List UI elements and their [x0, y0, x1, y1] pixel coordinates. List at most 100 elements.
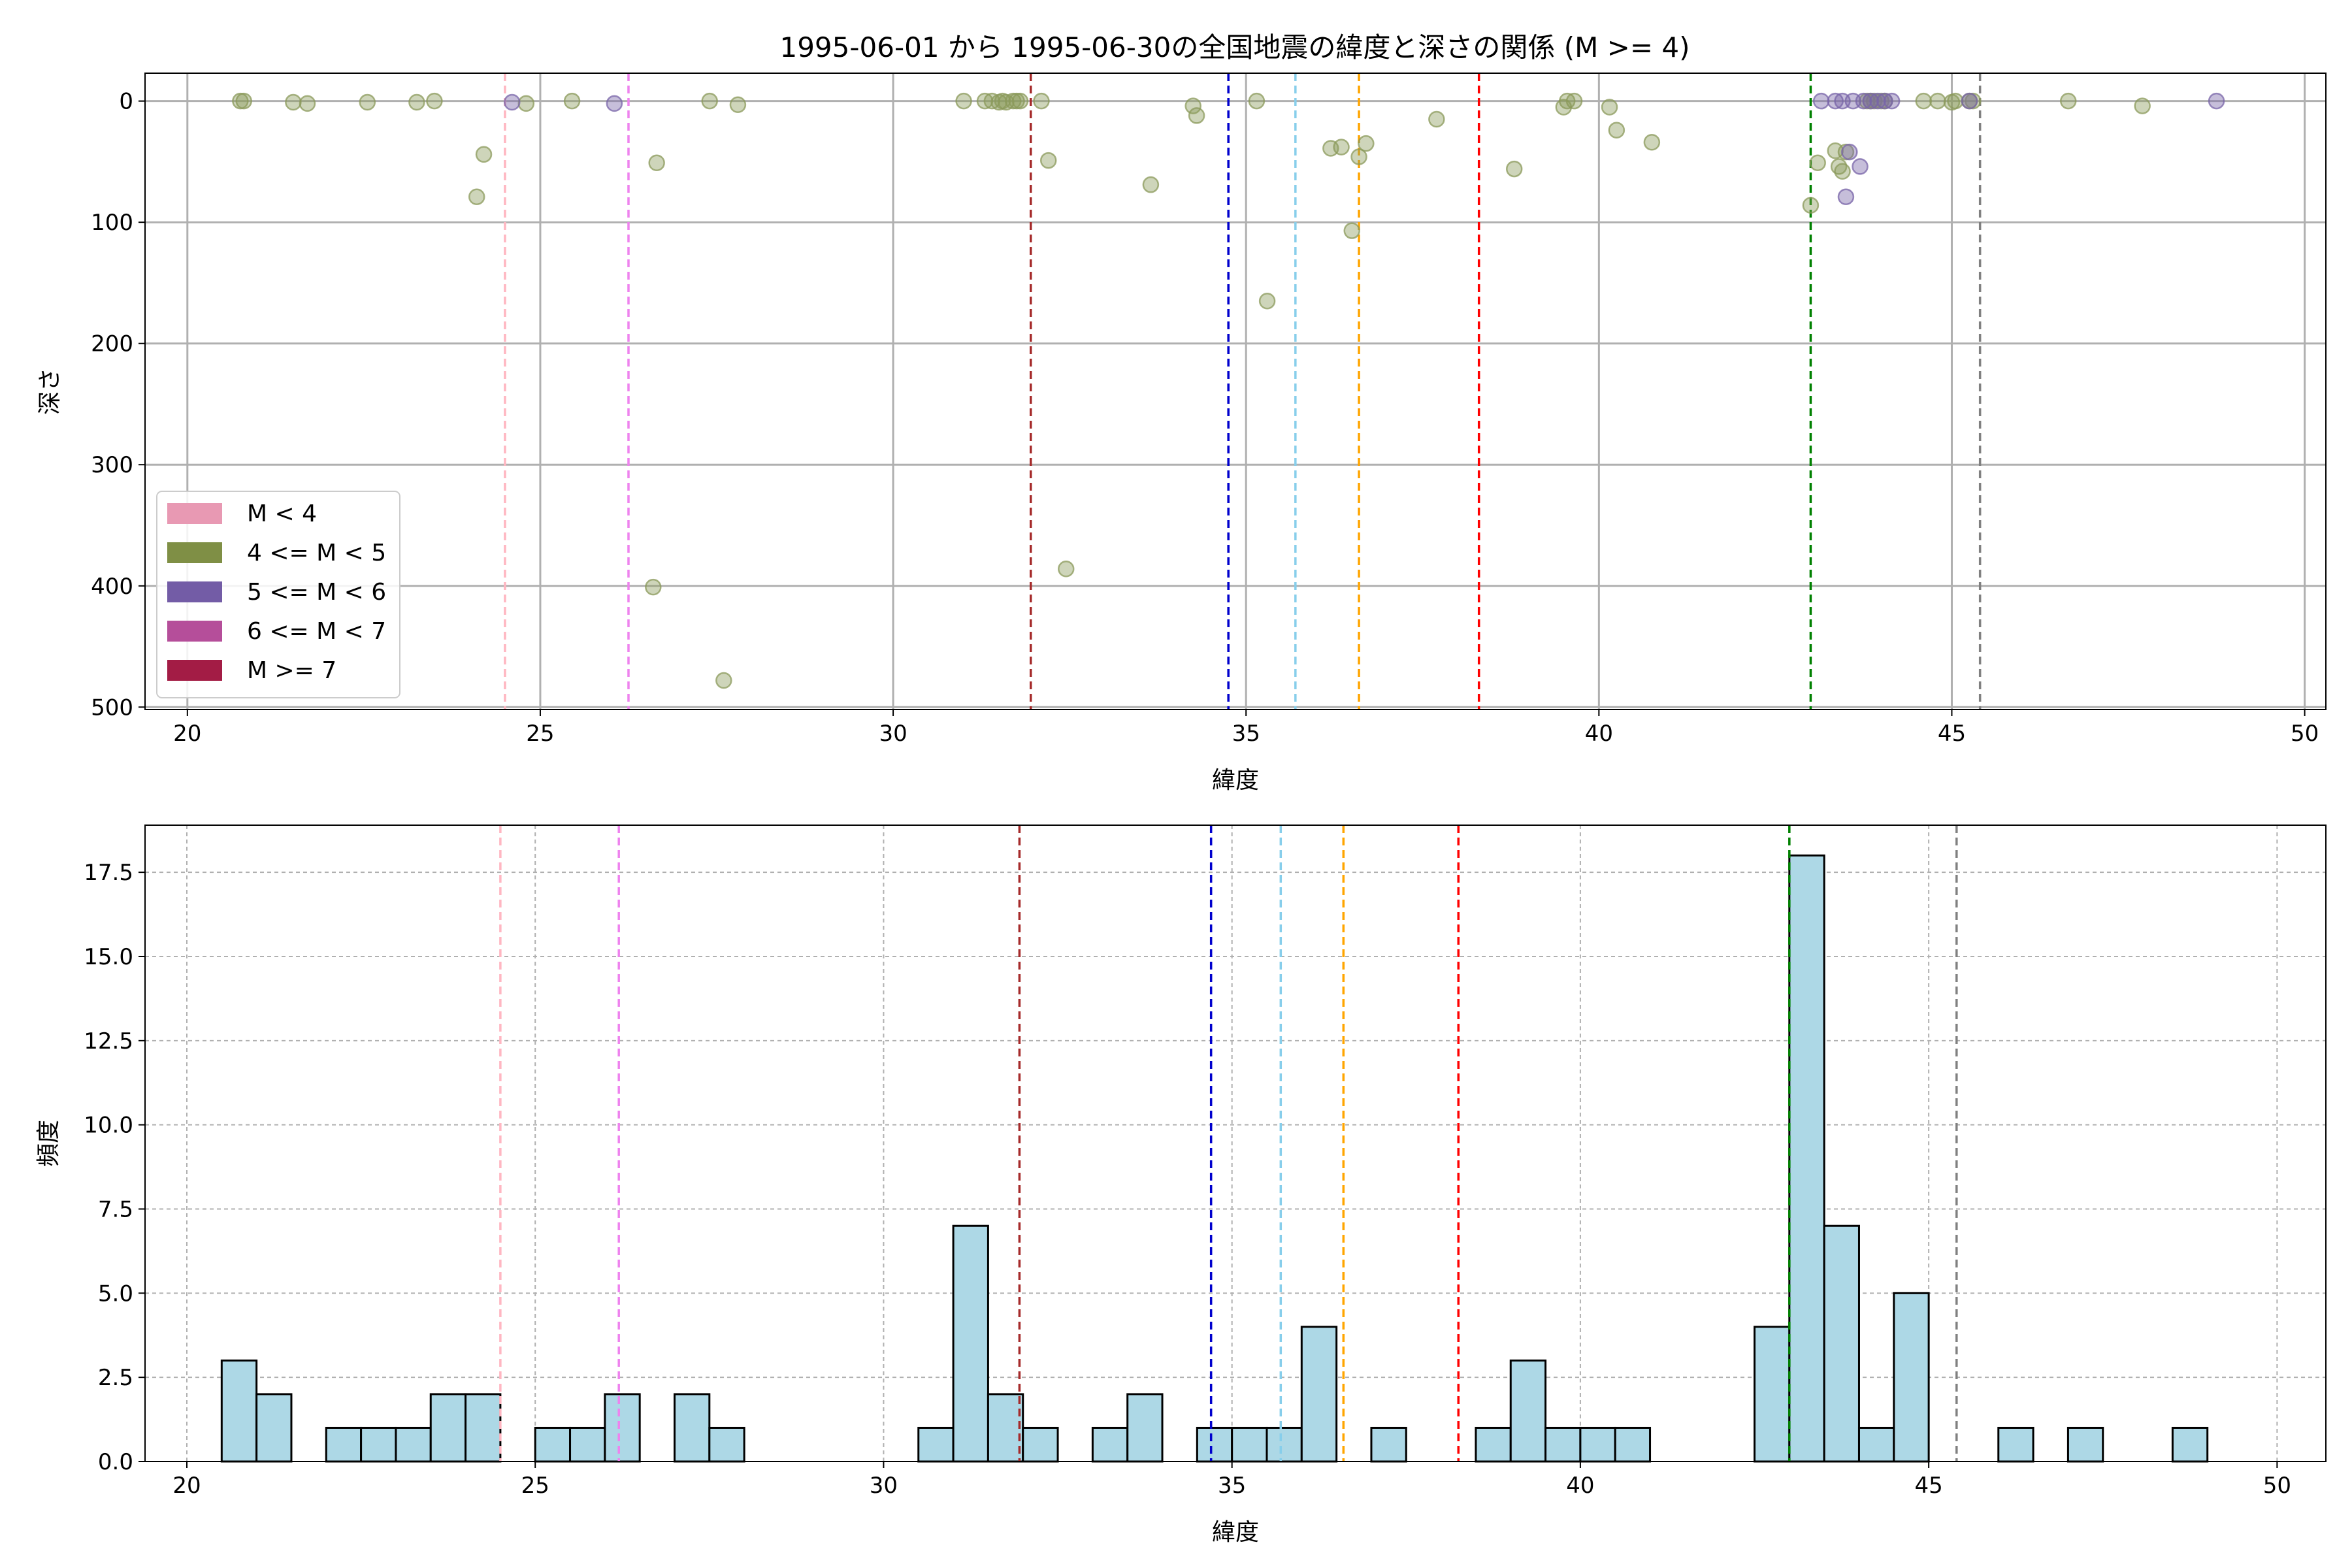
scatter-point	[426, 92, 443, 110]
histogram-bar	[1614, 1426, 1652, 1463]
histogram-y-tick-label: 12.5	[84, 1028, 133, 1054]
scatter-point	[648, 154, 665, 172]
scatter-point	[1258, 293, 1276, 310]
legend: M < 4 4 <= M < 5 5 <= M < 6 6 <= M < 7 M >= …	[156, 491, 400, 698]
histogram-bar	[2066, 1426, 2104, 1463]
legend-items: M < 4 4 <= M < 5 5 <= M < 6 6 <= M < 7 M >= …	[167, 500, 386, 684]
scatter-y-tick-label: 0	[119, 89, 133, 115]
scatter-point	[235, 92, 252, 110]
legend-swatch	[167, 503, 222, 524]
scatter-point	[563, 92, 581, 110]
histogram-bar	[1579, 1426, 1616, 1463]
histogram-bar	[429, 1393, 467, 1463]
scatter-point	[729, 96, 747, 113]
histogram-x-tick-label: 20	[172, 1473, 201, 1499]
scatter-points	[232, 92, 2225, 689]
histogram-bar	[1126, 1393, 1164, 1463]
histogram-bar	[1231, 1426, 1268, 1463]
histogram-bar	[1300, 1326, 1338, 1463]
scatter-x-axis-label: 緯度	[1212, 767, 1259, 794]
histogram-bar	[534, 1426, 572, 1463]
histogram-bar	[325, 1426, 363, 1463]
scatter-point	[408, 93, 425, 111]
scatter-point	[1841, 143, 1858, 161]
legend-swatch	[167, 621, 222, 642]
scatter-point	[1184, 97, 1201, 114]
scatter-point	[606, 95, 623, 112]
scatter-point	[1643, 133, 1661, 151]
legend-label: 6 <= M < 7	[247, 618, 386, 645]
histogram-bar	[952, 1224, 989, 1463]
histogram-y-tick-label: 0.0	[98, 1449, 133, 1475]
scatter-point	[517, 95, 535, 112]
scatter-point	[503, 93, 521, 111]
scatter-point	[1248, 92, 1266, 110]
histogram-bar	[1893, 1292, 1930, 1463]
scatter-point	[1428, 110, 1445, 128]
scatter-point	[1011, 92, 1029, 110]
scatter-point	[1915, 92, 1933, 110]
scatter-point	[1601, 99, 1618, 116]
histogram-y-tick-label: 17.5	[84, 860, 133, 886]
scatter-point	[1350, 148, 1367, 165]
scatter-point	[1565, 92, 1583, 110]
scatter-point	[1837, 188, 1855, 205]
histogram-bar	[1509, 1359, 1547, 1463]
scatter-y-axis-label: 深さ	[37, 368, 63, 415]
scatter-point	[2208, 92, 2225, 110]
histogram-reference-lines	[499, 825, 1958, 1462]
histogram-bars	[220, 854, 2209, 1463]
histogram-gridlines	[145, 825, 2326, 1462]
scatter-y-tick-label: 200	[91, 331, 133, 357]
scatter-point	[1883, 92, 1901, 110]
scatter-point	[468, 188, 485, 205]
histogram-plot-frame	[144, 825, 2327, 1462]
scatter-x-tick-label: 35	[1232, 721, 1260, 747]
histogram-bar	[987, 1393, 1024, 1463]
scatter-point	[1809, 154, 1826, 172]
scatter-point	[715, 672, 732, 689]
histogram-bar	[465, 1393, 502, 1463]
scatter-point	[1505, 160, 1523, 178]
scatter-point	[1343, 222, 1360, 239]
scatter-point	[1358, 135, 1375, 152]
scatter-point	[1188, 107, 1205, 124]
scatter-point	[701, 92, 718, 110]
legend-label: M >= 7	[247, 657, 336, 684]
histogram-bar	[1788, 854, 1825, 1463]
scatter-reference-lines	[504, 73, 1982, 710]
scatter-point	[1852, 158, 1869, 175]
scatter-point	[1961, 92, 1978, 110]
scatter-point	[1033, 92, 1050, 110]
scatter-x-tick-label: 50	[2291, 721, 2319, 747]
scatter-x-tick-label: 40	[1585, 721, 1613, 747]
scatter-point	[955, 92, 972, 110]
histogram-bar	[360, 1426, 397, 1463]
histogram-x-tick-label: 50	[2263, 1473, 2291, 1499]
histogram-bar	[1196, 1426, 1233, 1463]
histogram-bar	[1857, 1426, 1895, 1463]
scatter-y-tick-label: 400	[91, 574, 133, 600]
legend-label: 4 <= M < 5	[247, 540, 386, 566]
histogram-x-tick-label: 30	[870, 1473, 898, 1499]
scatter-y-tick-label: 500	[91, 694, 133, 721]
histogram-bar	[1370, 1426, 1407, 1463]
histogram-panel: 20 25 30 35 40 45 50 0.0 2.5 5.0 7.5 10.0 12.5 15.0 17…	[35, 825, 2327, 1546]
histogram-x-tick-label: 40	[1566, 1473, 1594, 1499]
histogram-bar	[220, 1359, 258, 1463]
histogram-bar	[917, 1426, 955, 1463]
scatter-point	[2059, 92, 2077, 110]
scatter-y-tick-label: 100	[91, 210, 133, 236]
scatter-point	[1802, 197, 1820, 214]
scatter-plot-frame	[144, 73, 2327, 710]
scatter-x-tick-label: 30	[879, 721, 907, 747]
histogram-bar	[1475, 1426, 1512, 1463]
scatter-point	[1333, 139, 1350, 155]
histogram-x-tick-label: 45	[1914, 1473, 1942, 1499]
histogram-bar	[1544, 1426, 1582, 1463]
scatter-point	[1608, 122, 1625, 139]
histogram-bar	[1997, 1426, 2034, 1463]
